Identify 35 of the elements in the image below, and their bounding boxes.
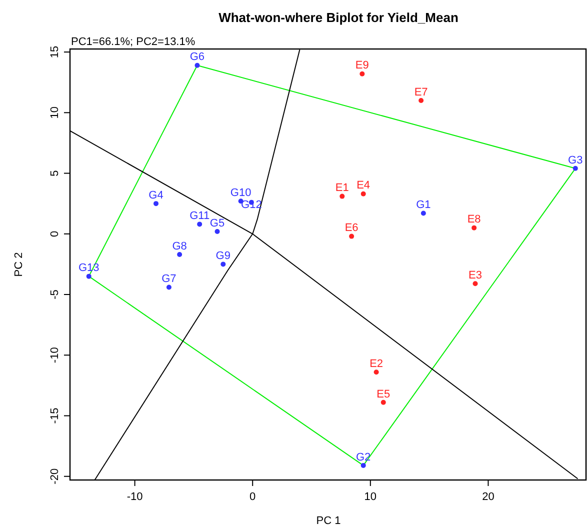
data-label: E1	[335, 182, 349, 194]
data-label: E6	[344, 222, 358, 234]
y-tick-label: -5	[49, 290, 61, 300]
y-tick-label: -15	[49, 408, 61, 424]
data-label: G10	[230, 187, 252, 200]
data-label: G6	[190, 51, 205, 64]
x-tick-label: 10	[364, 491, 377, 503]
data-label: G9	[216, 250, 230, 262]
y-tick-label: 0	[49, 230, 61, 237]
data-label: G4	[148, 189, 164, 202]
y-tick-label: 5	[49, 170, 61, 176]
x-axis-title: PC 1	[316, 515, 341, 527]
x-tick-label: 20	[482, 491, 494, 503]
y-tick-label: 10	[49, 106, 61, 119]
data-label: E3	[468, 269, 482, 282]
data-label: E8	[467, 214, 481, 226]
chart-title: What-won-where Biplot for Yield_Mean	[218, 10, 458, 25]
data-label: E7	[414, 86, 428, 98]
y-axis-title: PC 2	[13, 252, 25, 277]
data-label: E2	[370, 358, 384, 370]
data-label: E9	[355, 60, 369, 72]
data-label: G3	[568, 154, 583, 166]
data-label: G7	[162, 273, 176, 286]
x-tick-label: -10	[126, 491, 143, 503]
y-tick-label: 15	[49, 46, 61, 58]
y-tick-label: -10	[49, 347, 61, 364]
data-label: G11	[190, 210, 210, 222]
data-label: E5	[376, 388, 390, 400]
chart-subtitle: PC1=66.1%; PC2=13.1%	[71, 36, 196, 48]
x-tick-label: 0	[250, 491, 256, 503]
data-label: G5	[210, 217, 225, 230]
data-label: G1	[416, 199, 431, 212]
data-label: G8	[172, 240, 187, 252]
y-tick-label: -20	[49, 468, 61, 484]
data-label: E4	[356, 180, 370, 192]
